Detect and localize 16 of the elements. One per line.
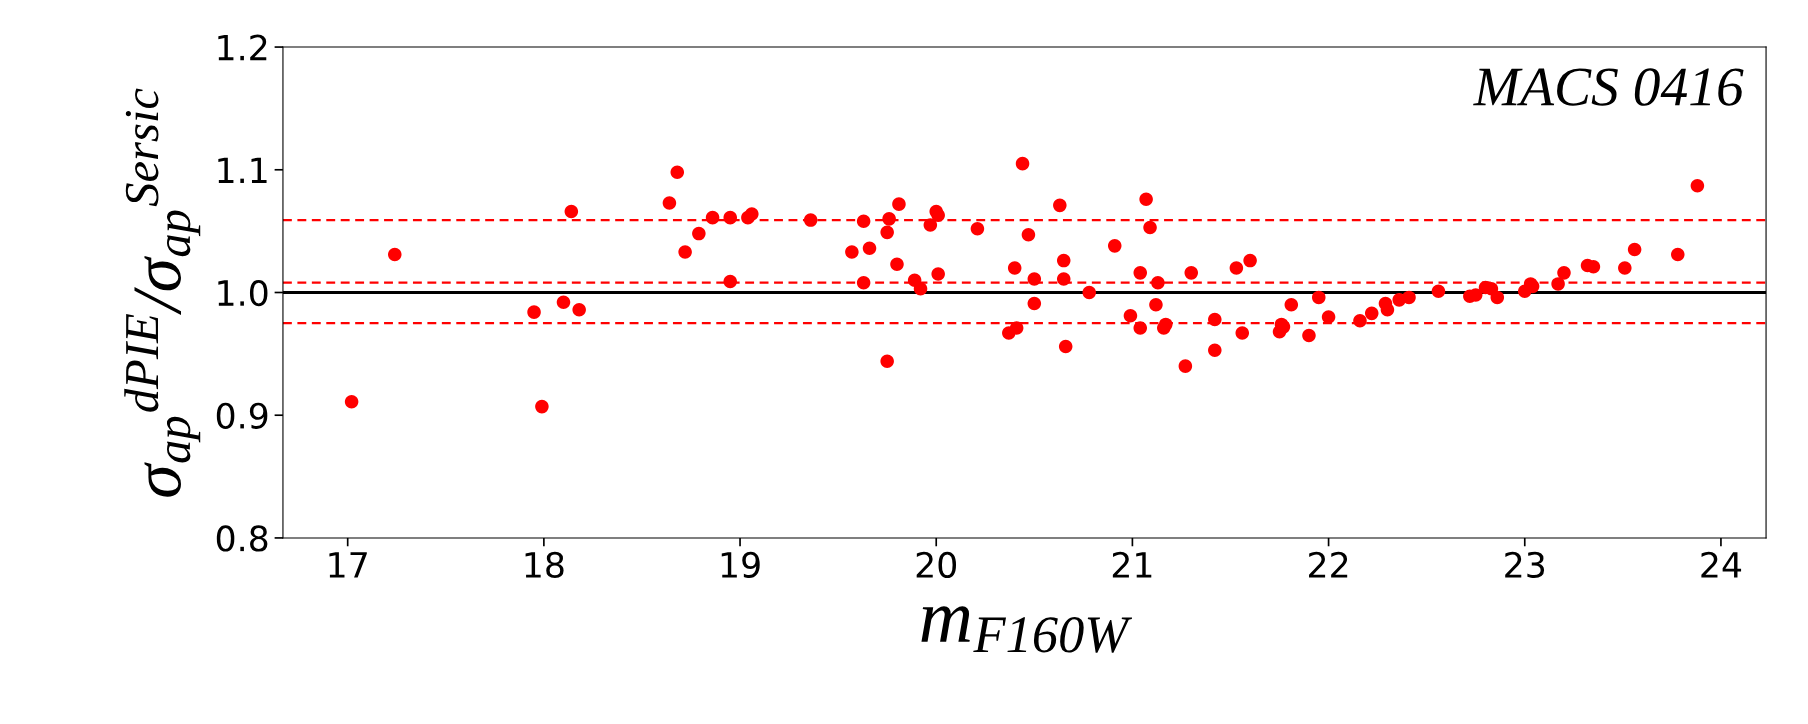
y-axis-title: σ$_{ap}$$^{dPIE}$/σ$_{ap}$$^{Sersic}$: [124, 88, 201, 497]
x-tick-label: 20: [916, 551, 957, 578]
annotation: MACS 0416: [1473, 68, 1744, 106]
x-axis-title: m$_{F160W}$: [921, 606, 1133, 653]
x-tick-label: 17: [329, 552, 367, 578]
x-tick-label: 19: [721, 551, 760, 578]
y-tick-label: 1.2: [218, 34, 267, 61]
x-tick-label: 24: [1701, 551, 1742, 578]
x-tick-label: 21: [1112, 551, 1152, 578]
x-tick-label: 18: [525, 551, 564, 578]
y-tick-label: 0.9: [216, 402, 268, 429]
y-tick-label: 1.0: [218, 279, 268, 307]
y-tick-label: 0.8: [216, 525, 268, 552]
x-tick-label: 23: [1505, 551, 1545, 578]
x-tick-label: 22: [1309, 551, 1348, 578]
y-tick-label: 1.1: [218, 157, 267, 183]
